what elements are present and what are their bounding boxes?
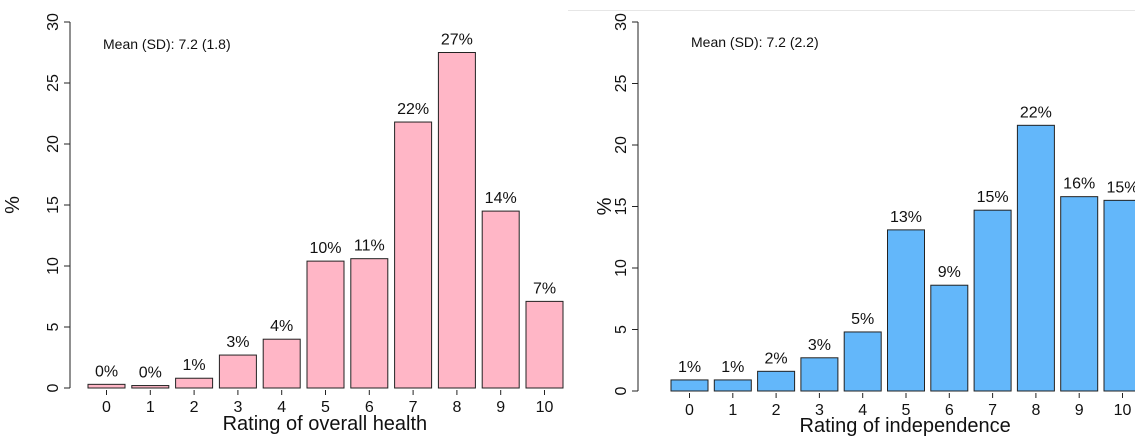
data-label-10: 15% [1106,179,1135,196]
x-tick-label-9: 9 [496,399,505,416]
bar-9 [1060,196,1099,392]
data-label-1: 1% [721,359,744,376]
data-label-8: 27% [441,32,473,49]
bar-0 [87,383,126,389]
x-tick-label-1: 1 [146,399,155,416]
data-label-10: 7% [533,280,556,297]
x-tick-label-5: 5 [321,399,330,416]
y-axis: 0 5 10 15 20 25 30 [613,13,639,395]
bar-3 [218,354,257,389]
data-label-9: 14% [485,190,517,207]
bar-8 [437,52,476,389]
x-tick-label-4: 4 [277,399,286,416]
bar-7 [394,121,433,389]
data-label-0: 0% [95,363,118,380]
x-tick-label-4: 4 [858,402,867,419]
bar-8 [1016,124,1055,392]
bar-4 [843,331,882,392]
y-tick-label-30: 30 [613,13,630,31]
data-label-6: 9% [938,264,961,281]
data-label-5: 10% [309,240,341,257]
data-label-3: 3% [226,334,249,351]
x-tick-label-5: 5 [902,402,911,419]
data-label-4: 4% [270,318,293,335]
y-tick-label-20: 20 [45,135,62,153]
data-label-6: 11% [354,238,385,255]
data-label-1: 0% [139,365,162,382]
y-tick-label-25: 25 [45,74,62,92]
data-label-3: 3% [808,337,831,354]
x-tick-label-10: 10 [536,399,554,416]
x-tick-label-3: 3 [233,399,242,416]
panel-top-divider [568,10,1135,11]
health-rating-chart-svg: 0% 0% 1%3%4%10% 11%22%27%14%7% 051015202530… [2,13,564,435]
bar-5 [887,229,925,392]
bar-1 [713,379,752,392]
data-label-8: 22% [1020,104,1052,121]
bar-2 [757,370,796,392]
y-tick-label-0: 0 [45,383,62,392]
health-rating-chart: 0% 0% 1% 3% 4% 10% 11% 22% 27% 14% 7% 0 5 10 15 20 25 30… [0,0,570,437]
x-tick-label-8: 8 [1031,402,1040,419]
y-tick-label-0: 0 [613,386,630,395]
y-axis-label: % [594,197,616,215]
x-tick-label-2: 2 [772,402,781,419]
x-tick-label-2: 2 [190,399,199,416]
x-tick-label-8: 8 [452,399,461,416]
mean-sd-annotation: Mean (SD): 7.2 (2.2) [691,34,819,50]
y-tick-label-25: 25 [613,75,630,93]
bars-group [87,52,564,389]
bar-2 [175,377,214,389]
x-tick-label-0: 0 [685,402,694,419]
data-label-0: 1% [678,359,701,376]
data-label-4: 5% [851,311,874,328]
bars-group [670,124,1135,392]
bar-4 [262,338,301,389]
x-axis-label: Rating of overall health [223,413,428,435]
data-label-2: 1% [183,357,206,374]
bar-5 [306,260,345,389]
bar-1 [131,385,170,389]
bar-3 [800,357,839,392]
data-label-7: 15% [977,189,1009,206]
x-tick-label-3: 3 [815,402,824,419]
x-tick-label-10: 10 [1114,402,1132,419]
data-label-9: 16% [1063,176,1095,193]
x-axis-label: Rating of independence [800,415,1011,437]
bar-10 [1103,199,1135,392]
x-tick-label-0: 0 [102,399,111,416]
y-axis: 0 5 10 15 20 25 30 [45,13,71,392]
y-axis-label: % [2,196,24,214]
independence-rating-chart-svg: 1%1%2%3%5%13%9%15%22%16%15% 051015202530… [594,13,1135,437]
y-tick-label-10: 10 [613,259,630,277]
bar-6 [930,284,969,392]
x-tick-label-6: 6 [945,402,954,419]
y-tick-label-5: 5 [45,322,62,331]
y-tick-label-10: 10 [45,257,62,275]
x-tick-label-9: 9 [1075,402,1084,419]
y-tick-label-30: 30 [45,13,62,31]
independence-rating-chart: 1%1%2%3%5%13%9%15%22%16%15% 051015202530… [570,0,1135,437]
y-tick-label-20: 20 [613,136,630,154]
mean-sd-annotation: Mean (SD): 7.2 (1.8) [103,36,231,52]
x-tick-label-7: 7 [409,399,418,416]
x-tick-label-6: 6 [365,399,374,416]
data-label-2: 2% [765,350,788,367]
bar-9 [481,210,520,389]
y-tick-label-15: 15 [613,198,630,216]
x-axis: 0 1 2 3 4 5 6 7 8 9 10 [685,393,1132,419]
y-tick-label-5: 5 [613,325,630,334]
x-tick-label-7: 7 [988,402,997,419]
bar-0 [670,379,709,392]
x-tick-label-1: 1 [728,402,737,419]
bar-7 [973,209,1012,392]
bar-10 [525,300,564,389]
data-labels-group: 1% 1% 2% 3% 5% 13% 9% 15% 22% 16% 15% [678,104,1135,376]
data-label-5: 13% [890,209,922,226]
bar-6 [350,258,389,389]
x-axis: 0 1 2 3 4 5 6 7 8 9 10 [102,390,554,416]
data-label-7: 22% [397,101,429,118]
y-tick-label-15: 15 [45,196,62,214]
data-labels-group: 0% 0% 1% 3% 4% 10% 11% 22% 27% 14% 7% [95,32,556,382]
